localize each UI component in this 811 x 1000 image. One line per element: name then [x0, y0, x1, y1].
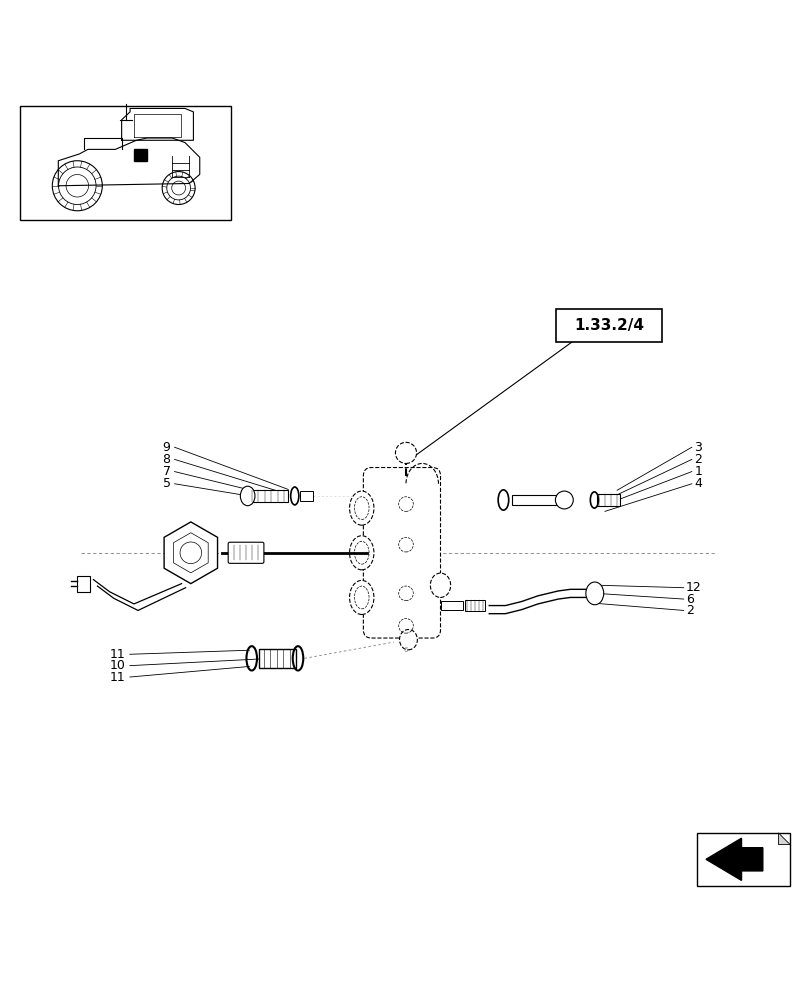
- Text: 9: 9: [162, 441, 170, 454]
- Text: 4: 4: [693, 477, 702, 490]
- FancyBboxPatch shape: [363, 468, 440, 638]
- Bar: [596, 494, 619, 506]
- Bar: [134, 149, 147, 161]
- Circle shape: [395, 442, 416, 463]
- Text: 6: 6: [685, 593, 693, 606]
- Ellipse shape: [349, 580, 373, 614]
- Text: 1.33.2/4: 1.33.2/4: [573, 318, 643, 333]
- Bar: [440, 601, 462, 610]
- Bar: [511, 495, 556, 505]
- Ellipse shape: [430, 573, 450, 597]
- Text: 6: 6: [403, 647, 408, 653]
- Text: 11: 11: [110, 671, 126, 684]
- Text: 8: 8: [162, 453, 170, 466]
- Circle shape: [555, 491, 573, 509]
- Bar: [696, 833, 789, 886]
- Text: 5: 5: [162, 477, 170, 490]
- Text: 1: 1: [693, 465, 702, 478]
- Bar: [247, 490, 288, 502]
- Text: 7: 7: [162, 465, 170, 478]
- Bar: [556, 309, 661, 342]
- Bar: [259, 649, 295, 668]
- Text: 2: 2: [693, 453, 702, 466]
- Ellipse shape: [349, 536, 373, 570]
- Bar: [20, 106, 231, 220]
- Text: 2: 2: [685, 604, 693, 617]
- Polygon shape: [778, 833, 789, 845]
- Bar: [464, 600, 485, 611]
- Bar: [77, 576, 90, 592]
- Text: 11: 11: [110, 648, 126, 661]
- Ellipse shape: [240, 486, 255, 506]
- Bar: [300, 491, 312, 501]
- Polygon shape: [164, 522, 217, 584]
- Ellipse shape: [349, 491, 373, 525]
- Text: 3: 3: [693, 441, 702, 454]
- Text: 12: 12: [685, 581, 701, 594]
- Polygon shape: [706, 838, 762, 880]
- Text: 10: 10: [109, 659, 126, 672]
- FancyBboxPatch shape: [228, 542, 264, 563]
- Ellipse shape: [399, 630, 417, 650]
- Ellipse shape: [585, 582, 603, 605]
